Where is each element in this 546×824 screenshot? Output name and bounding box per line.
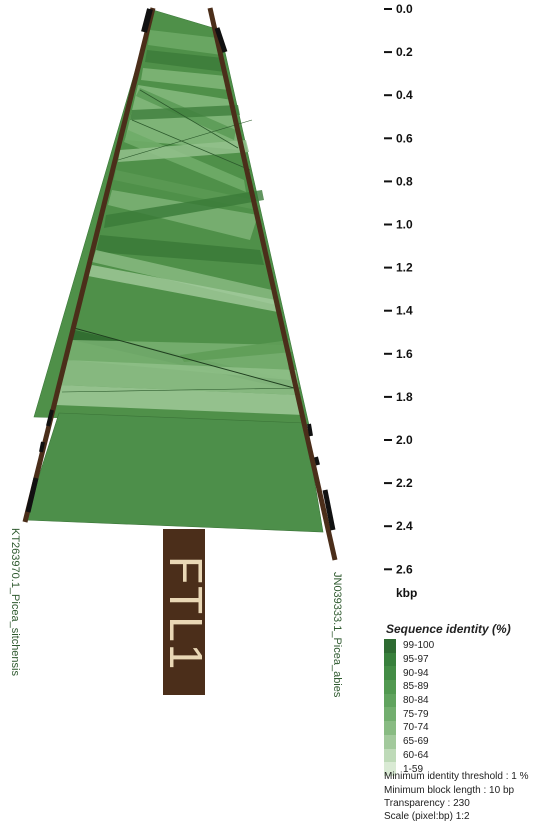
synteny-block [148, 30, 222, 55]
sequence-left-track [22, 7, 156, 523]
legend-swatch [384, 707, 396, 722]
sequence-name-right: JN039333.1_Picea_abies [331, 572, 343, 698]
legend-rows: 99-100 95-97 90-94 85-89 80-84 75-79 70-74 65-6… [384, 639, 544, 776]
legend-item: 90-94 [384, 666, 544, 681]
synteny-block [56, 385, 304, 415]
gene-label: FTL1 [160, 556, 212, 671]
param-min-block: Minimum block length : 10 bp [384, 785, 515, 796]
synteny-block [145, 50, 225, 72]
legend-label: 70-74 [403, 722, 429, 734]
legend-item: 75-79 [384, 707, 544, 722]
legend-label: 95-97 [403, 654, 429, 666]
synteny-line [131, 119, 251, 171]
synteny-block [130, 105, 240, 120]
synteny-block [180, 340, 292, 362]
axis-tick-label: 1.0 [396, 218, 413, 232]
synteny-block [108, 190, 258, 240]
sequence-name-left: KT263970.1_Picea_sitchensis [9, 528, 21, 676]
legend-swatch [384, 680, 396, 694]
axis-tick-label: 1.6 [396, 347, 413, 361]
synteny-block [24, 412, 324, 533]
legend-swatch [384, 721, 396, 735]
axis-tick-label: 2.6 [396, 562, 413, 576]
legend-item: 60-64 [384, 748, 544, 763]
synteny-line [61, 387, 301, 393]
legend-item: 80-84 [384, 693, 544, 708]
synteny-ribbons [24, 9, 324, 533]
legend-label: 75-79 [403, 708, 429, 720]
axis-tick-label: 0.8 [396, 174, 413, 188]
legend-label: 85-89 [403, 681, 429, 693]
axis-tick-label: 2.0 [396, 433, 413, 447]
legend-swatch [384, 693, 396, 708]
synteny-block [118, 140, 249, 162]
sequence-right-track [207, 7, 338, 561]
synteny-line [73, 327, 295, 389]
axis-tick-label: 2.2 [396, 476, 413, 490]
legend-label: 65-69 [403, 736, 429, 748]
synteny-block [88, 265, 278, 312]
legend-swatch [384, 734, 396, 749]
kbp-axis: 0.0 0.2 0.4 0.6 0.8 1.0 1.2 1.4 1.6 1.8 2.0 2.2 2.4 2… [384, 2, 413, 576]
axis-tick-label: 0.2 [396, 45, 413, 59]
param-transparency: Transparency : 230 [384, 798, 470, 809]
legend-item: 95-97 [384, 652, 544, 667]
legend-item: 99-100 [384, 639, 544, 653]
axis-tick-label: 1.8 [396, 390, 413, 404]
synteny-block [141, 68, 229, 90]
axis-tick-label: 1.2 [396, 261, 413, 275]
synteny-block [124, 130, 246, 192]
axis-tick-label: 2.4 [396, 519, 413, 533]
param-min-identity: Minimum identity threshold : 1 % [384, 771, 529, 782]
legend-item: 1-59 [384, 762, 544, 776]
axis-tick-label: 0.6 [396, 131, 413, 145]
legend-label: 1-59 [403, 763, 424, 775]
legend-swatch [384, 652, 396, 667]
legend-swatch [384, 748, 396, 763]
axis-unit-label: kbp [396, 586, 417, 600]
legend-item: 70-74 [384, 721, 544, 735]
legend-label: 99-100 [403, 640, 435, 652]
synteny-line [117, 119, 253, 161]
identity-legend: Sequence identity (%) 99-100 95-97 90-94 85… [384, 622, 544, 776]
legend-item: 65-69 [384, 734, 544, 749]
legend-label: 90-94 [403, 667, 429, 679]
legend-title: Sequence identity (%) [386, 622, 511, 636]
gene-feature [163, 529, 205, 695]
synteny-block [60, 360, 300, 395]
synteny-block [96, 235, 264, 265]
legend-swatch [384, 666, 396, 681]
legend-swatch [384, 639, 396, 653]
axis-tick-label: 0.4 [396, 88, 413, 102]
legend-item: 85-89 [384, 680, 544, 694]
legend-label: 80-84 [403, 695, 429, 707]
param-scale: Scale (pixel:bp) 1:2 [384, 811, 470, 822]
axis-tick-label: 1.4 [396, 304, 413, 318]
legend-label: 60-64 [403, 749, 429, 761]
axis-tick-label: 0.0 [396, 2, 413, 16]
synteny-line [139, 89, 239, 149]
synteny-block [104, 190, 264, 228]
legend-swatch [384, 762, 396, 776]
